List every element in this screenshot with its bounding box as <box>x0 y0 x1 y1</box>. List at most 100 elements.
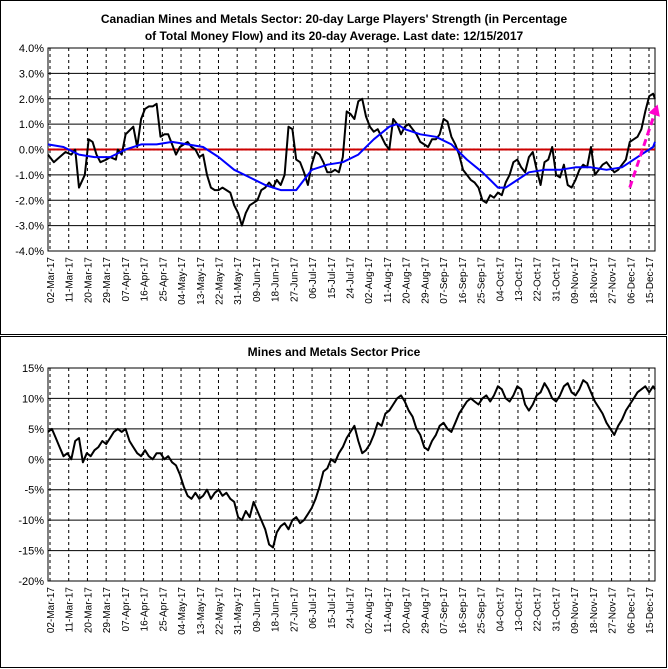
chart1-x-tick-label: 18-Jun-17 <box>271 257 282 302</box>
chart1-y-tick-label: 2.0% <box>19 94 44 106</box>
chart1-series-2-line <box>47 123 656 192</box>
chart1-x-tick-label: 02-Aug-17 <box>364 257 375 304</box>
zero-line-dot <box>252 148 256 151</box>
zero-line-dot <box>320 148 324 151</box>
zero-line-dot <box>528 148 532 151</box>
zero-line-dot <box>368 148 372 151</box>
zero-line-dot <box>604 148 608 151</box>
chart1-x-tick-label: 13-Oct-17 <box>514 257 525 302</box>
zero-line-dot <box>248 148 252 151</box>
zero-line-dot <box>492 148 496 151</box>
zero-line-dot <box>236 148 240 151</box>
chart1-y-tick-label: 4.0% <box>19 43 44 55</box>
zero-line-dot <box>148 148 152 151</box>
chart1-x-tick-label: 15-Jul-17 <box>327 257 338 299</box>
zero-line-dot <box>608 148 612 151</box>
zero-line-dot <box>188 148 192 151</box>
chart1-x-tick-label: 20-Aug-17 <box>402 257 413 304</box>
zero-line-dot <box>584 148 588 151</box>
zero-line-dot <box>372 148 376 151</box>
zero-line-dot <box>328 148 332 151</box>
trend-arrow-head <box>648 104 660 117</box>
zero-line-dot <box>164 148 168 151</box>
zero-line-dot <box>556 148 560 151</box>
zero-line-dot <box>220 148 224 151</box>
chart2-x-tick-label: 24-Jul-17 <box>346 587 357 629</box>
zero-line-dot <box>52 148 56 151</box>
chart1-y-tick-label: 1.0% <box>19 119 44 131</box>
zero-line-dot <box>96 148 100 151</box>
chart2-x-tick-label: 31-May-17 <box>233 587 244 635</box>
chart1-x-tick-label: 15-Dec-17 <box>645 257 656 304</box>
chart1-y-tick-label: -1.0% <box>15 170 44 182</box>
chart2-x-tick-label: 25-Sep-17 <box>477 587 488 634</box>
chart1-x-tick-label: 29-Mar-17 <box>102 257 113 304</box>
zero-line-dot <box>632 148 636 151</box>
chart2-title: Mines and Metals Sector Price <box>248 345 421 359</box>
chart2-x-tick-label: 07-Apr-17 <box>121 587 132 632</box>
chart2-x-tick-label: 02-Mar-17 <box>46 587 57 634</box>
chart2-x-tick-label: 25-Apr-17 <box>158 587 169 632</box>
chart1-x-tick-label: 07-Apr-17 <box>121 257 132 302</box>
chart1-x-tick-label: 29-Aug-17 <box>420 257 431 304</box>
chart2-y-tick-label: 10% <box>22 393 44 405</box>
zero-line-dot <box>332 148 336 151</box>
chart2-x-tick-label: 13-Oct-17 <box>514 587 525 632</box>
zero-line-dot <box>184 148 188 151</box>
zero-line-dot <box>244 148 248 151</box>
chart2-x-tick-label: 20-Aug-17 <box>402 587 413 634</box>
zero-line-dot <box>364 148 368 151</box>
zero-line-dot <box>516 148 520 151</box>
chart1-x-tick-label: 09-Nov-17 <box>570 257 581 304</box>
chart2-plot-area <box>47 367 656 582</box>
zero-line-dot <box>580 148 584 151</box>
chart2-y-tick-label: -15% <box>18 546 44 558</box>
zero-line-dot <box>108 148 112 151</box>
trend-arrow-line <box>628 105 659 189</box>
chart2-x-tick-label: 13-May-17 <box>196 587 207 635</box>
chart2-x-tick-label: 09-Nov-17 <box>570 587 581 634</box>
zero-line-dot <box>76 148 80 151</box>
zero-line-dot <box>212 148 216 151</box>
zero-line-dot <box>308 148 312 151</box>
chart2-x-tick-label: 16-Sep-17 <box>458 587 469 634</box>
zero-line-dot <box>232 148 236 151</box>
zero-line-dot <box>200 148 204 151</box>
zero-line-dot <box>564 148 568 151</box>
zero-line-dot <box>536 148 540 151</box>
zero-line-dot <box>48 148 52 151</box>
zero-line-dot <box>636 148 640 151</box>
chart1-x-tick-label: 11-Aug-17 <box>383 257 394 303</box>
zero-line-dot <box>348 148 352 151</box>
zero-line-dot <box>136 148 140 151</box>
chart1-x-tick-label: 06-Jul-17 <box>308 257 319 299</box>
chart2-x-tick-label: 15-Dec-17 <box>645 587 656 634</box>
zero-line-dot <box>576 148 580 151</box>
zero-line-dot <box>336 148 340 151</box>
zero-line-dot <box>560 148 564 151</box>
chart1-x-tick-label: 27-Jun-17 <box>289 257 300 302</box>
zero-line-dot <box>624 148 628 151</box>
zero-line-dot <box>300 148 304 151</box>
zero-line-dot <box>400 148 404 151</box>
zero-line-dot <box>156 148 160 151</box>
zero-line-dot <box>224 148 228 151</box>
zero-line-dot <box>596 148 600 151</box>
zero-line-dot <box>460 148 464 151</box>
chart1-title-line1: Canadian Mines and Metals Sector: 20-day… <box>101 12 568 26</box>
zero-line-dot <box>196 148 200 151</box>
chart2-x-tick-label: 07-Sep-17 <box>439 587 450 634</box>
zero-line-dot <box>392 148 396 151</box>
chart2-x-tick-label: 29-Mar-17 <box>102 587 113 634</box>
zero-line-dot <box>264 148 268 151</box>
chart2-x-tick-label: 06-Jul-17 <box>308 587 319 629</box>
chart1-x-tick-label: 20-Mar-17 <box>83 257 94 304</box>
chart1-x-tick-label: 27-Nov-17 <box>608 257 619 304</box>
zero-line-dot <box>344 148 348 151</box>
zero-line-dot <box>512 148 516 151</box>
zero-line-dot <box>152 148 156 151</box>
zero-line-dot <box>240 148 244 151</box>
zero-line-dot <box>416 148 420 151</box>
chart1-y-tick-label: 3.0% <box>19 68 44 80</box>
zero-line-dot <box>628 148 632 151</box>
